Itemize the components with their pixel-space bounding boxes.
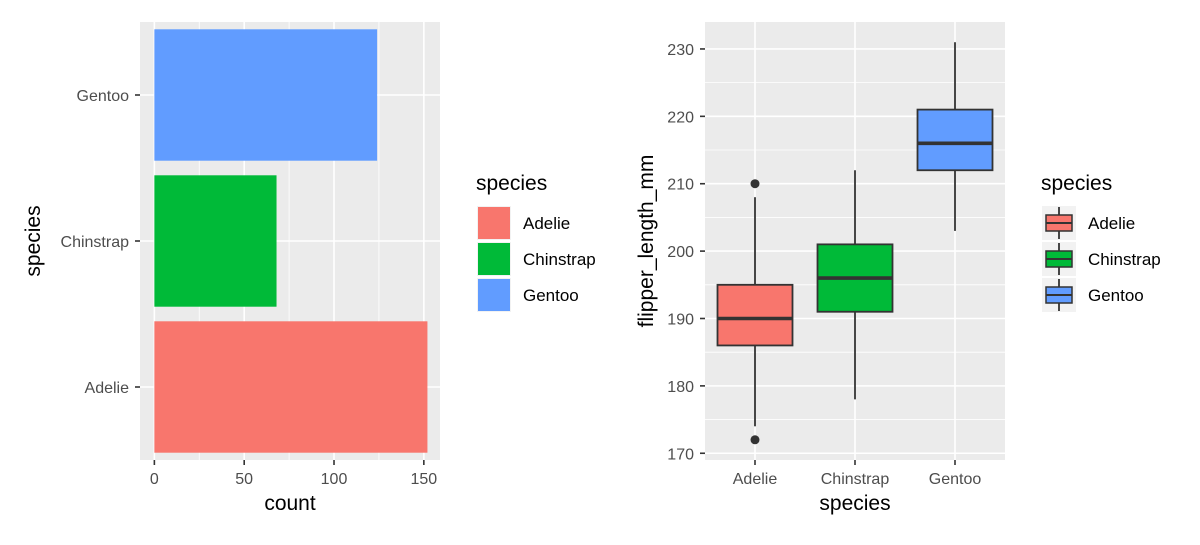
box-x-tick-label-gentoo: Gentoo	[929, 471, 982, 488]
box-y-tick-label-200: 200	[667, 244, 694, 261]
box-y-tick-label-170: 170	[667, 446, 694, 463]
bar-x-tick-label-100: 100	[321, 471, 348, 488]
box-legend-label-gentoo: Gentoo	[1088, 286, 1144, 305]
bar-gentoo	[154, 29, 378, 161]
box-legend-label-adelie: Adelie	[1088, 214, 1135, 233]
bar-legend-key-chinstrap	[478, 243, 510, 275]
bar-x-tick-label-50: 50	[235, 471, 253, 488]
box-x-tick-label-adelie: Adelie	[733, 471, 778, 488]
bar-y-tick-label-adelie: Adelie	[85, 380, 130, 397]
box-legend-label-chinstrap: Chinstrap	[1088, 250, 1161, 269]
bar-chart-y-axis-title: species	[22, 205, 45, 276]
box-gentoo	[916, 108, 994, 172]
bar-legend-label-gentoo: Gentoo	[523, 286, 579, 305]
bar-chart-legend: species Adelie Chinstrap Gentoo	[476, 172, 596, 312]
bar-chart-axes: Adelie Chinstrap Gentoo 0 50 100 150	[61, 88, 438, 488]
bar-legend-label-adelie: Adelie	[523, 214, 570, 233]
box-outlier-adelie	[750, 435, 760, 445]
box-y-tick-label-180: 180	[667, 379, 694, 396]
box-plot-y-axis-title: flipper_length_mm	[635, 155, 658, 328]
bar-y-tick-label-chinstrap: Chinstrap	[61, 234, 130, 251]
box-plot-legend: species Adelie Chinstrap Gentoo	[1041, 172, 1161, 312]
bar-legend-label-chinstrap: Chinstrap	[523, 250, 596, 269]
bar-chart-bars	[154, 29, 428, 453]
box-outlier-adelie	[750, 179, 760, 189]
box-plot-axes: 170 180 190 200 210 220 230 Adelie Chinstrap Gent…	[667, 42, 981, 488]
bar-chinstrap	[154, 175, 277, 307]
box-adelie	[716, 283, 794, 347]
box-y-tick-label-220: 220	[667, 109, 694, 126]
box-y-tick-label-190: 190	[667, 311, 694, 328]
bar-legend-key-gentoo	[478, 279, 510, 311]
bar-y-tick-label-gentoo: Gentoo	[77, 88, 130, 105]
bar-chart-legend-title: species	[476, 172, 547, 195]
box-y-tick-label-230: 230	[667, 42, 694, 59]
box-y-tick-label-210: 210	[667, 177, 694, 194]
bar-x-tick-label-150: 150	[410, 471, 437, 488]
box-plot-legend-title: species	[1041, 172, 1112, 195]
bar-legend-key-adelie	[478, 207, 510, 239]
bar-x-tick-label-0: 0	[150, 471, 159, 488]
box-plot-x-axis-title: species	[819, 492, 890, 515]
bar-chart-x-axis-title: count	[264, 492, 316, 515]
box-x-tick-label-chinstrap: Chinstrap	[821, 471, 890, 488]
bar-adelie	[154, 321, 428, 453]
box-plot-boxes	[716, 42, 994, 445]
